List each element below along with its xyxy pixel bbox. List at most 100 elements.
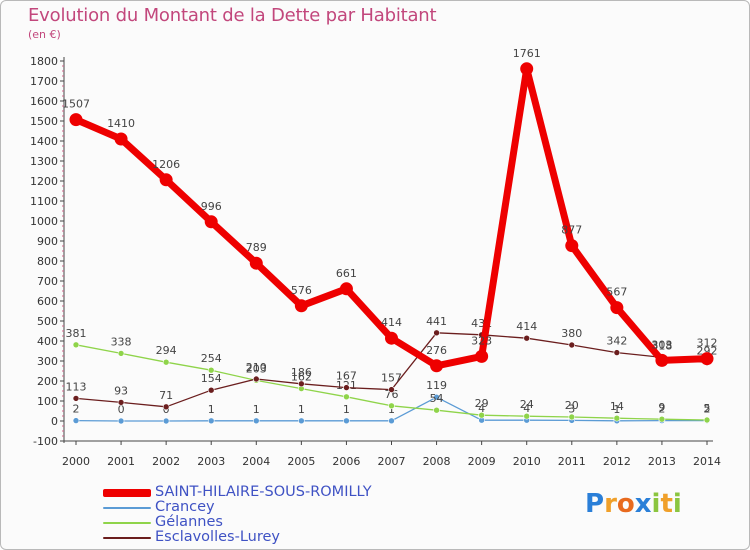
data-point-saint-hilaire	[69, 113, 83, 127]
y-tick-label: 1500	[30, 115, 58, 128]
data-label-saint-hilaire: 877	[561, 224, 582, 237]
x-tick-label: 2000	[62, 455, 90, 468]
data-label-saint-hilaire: 276	[426, 344, 447, 357]
y-tick-label: 1000	[30, 215, 58, 228]
data-label-gelannes: 203	[246, 362, 267, 375]
data-point-saint-hilaire	[339, 282, 353, 296]
data-point-gelannes	[72, 341, 80, 349]
x-tick-label: 2013	[648, 455, 676, 468]
data-point-esclavolles	[252, 375, 260, 383]
legend-swatch-esclavolles	[103, 537, 151, 539]
data-point-crancey	[298, 417, 305, 425]
x-tick-label: 2006	[332, 455, 360, 468]
data-point-saint-hilaire	[294, 299, 308, 313]
data-point-saint-hilaire	[159, 173, 173, 187]
data-label-esclavolles: 93	[114, 384, 128, 397]
x-tick-label: 2014	[693, 455, 721, 468]
x-tick-label: 2001	[107, 455, 135, 468]
data-label-gelannes: 338	[111, 335, 132, 348]
data-label-gelannes: 14	[610, 400, 624, 413]
data-point-crancey	[72, 417, 80, 424]
data-point-gelannes	[658, 415, 666, 423]
legend-item-saint-hilaire: SAINT-HILAIRE-SOUS-ROMILLY	[99, 484, 372, 500]
data-point-saint-hilaire	[204, 215, 218, 229]
data-label-crancey: 2	[704, 403, 711, 416]
data-point-crancey	[433, 393, 440, 401]
y-tick-label: 200	[37, 375, 58, 388]
data-label-saint-hilaire: 312	[697, 337, 718, 350]
data-point-gelannes	[388, 402, 395, 410]
legend-label-esclavolles: Esclavolles-Lurey	[155, 529, 280, 545]
data-label-crancey: 4	[523, 402, 530, 415]
data-point-gelannes	[703, 416, 711, 424]
x-tick-label: 2007	[378, 455, 406, 468]
data-label-saint-hilaire: 414	[381, 316, 402, 329]
legend-label-saint-hilaire: SAINT-HILAIRE-SOUS-ROMILLY	[155, 484, 372, 500]
data-label-gelannes: 254	[201, 352, 222, 365]
legend-item-esclavolles: Esclavolles-Lurey	[99, 529, 359, 545]
data-label-esclavolles: 71	[159, 389, 173, 402]
y-tick-label: 1300	[30, 155, 58, 168]
data-point-esclavolles	[433, 329, 440, 337]
x-tick-label: 2010	[513, 455, 541, 468]
x-tick-label: 2008	[423, 455, 451, 468]
x-tick-label: 2002	[152, 455, 180, 468]
data-label-crancey: 1	[298, 403, 305, 416]
data-label-esclavolles: 186	[291, 366, 312, 379]
y-tick-label: -100	[33, 435, 58, 448]
x-tick-label: 2003	[197, 455, 225, 468]
data-point-esclavolles	[72, 395, 80, 402]
data-label-gelannes: 294	[156, 344, 177, 357]
data-point-gelannes	[613, 414, 621, 422]
data-point-crancey	[388, 417, 395, 425]
data-point-saint-hilaire	[565, 239, 579, 253]
y-tick-label: 500	[37, 315, 58, 328]
x-tick-label: 2011	[558, 455, 586, 468]
chart-subtitle: (en €)	[28, 28, 61, 41]
data-label-saint-hilaire: 303	[651, 338, 672, 351]
data-point-crancey	[343, 417, 350, 425]
x-tick-label: 2009	[468, 455, 496, 468]
y-tick-label: 900	[37, 235, 58, 248]
data-label-saint-hilaire: 661	[336, 267, 357, 280]
data-label-esclavolles: 292	[697, 345, 718, 358]
data-label-esclavolles: 414	[516, 320, 537, 333]
data-label-crancey: 4	[478, 402, 485, 415]
legend-swatch-gelannes	[103, 522, 151, 524]
data-label-crancey: 3	[568, 402, 575, 415]
data-label-crancey: 1	[343, 403, 350, 416]
data-point-saint-hilaire	[430, 359, 444, 373]
data-label-saint-hilaire: 323	[471, 334, 492, 347]
y-tick-label: 400	[37, 335, 58, 348]
data-point-saint-hilaire	[520, 62, 534, 76]
data-label-crancey: 2	[658, 403, 665, 416]
legend-item-gelannes: Gélannes	[99, 514, 359, 530]
data-label-esclavolles: 113	[66, 380, 87, 393]
data-point-esclavolles	[343, 384, 350, 391]
data-point-crancey	[207, 417, 215, 425]
data-label-esclavolles: 157	[381, 372, 402, 385]
data-point-saint-hilaire	[385, 331, 398, 345]
chart-title: Evolution du Montant de la Dette par Hab…	[28, 5, 437, 26]
data-label-saint-hilaire: 1761	[513, 47, 541, 60]
data-label-esclavolles: 342	[606, 335, 627, 348]
data-point-esclavolles	[162, 403, 170, 411]
data-label-crancey: 1	[208, 403, 215, 416]
data-label-gelannes: 24	[520, 398, 534, 411]
data-label-saint-hilaire: 567	[606, 286, 627, 299]
data-label-crancey: 0	[118, 403, 125, 416]
data-label-esclavolles: 380	[561, 327, 582, 340]
data-label-gelannes: 76	[385, 388, 399, 401]
data-point-esclavolles	[207, 386, 215, 394]
data-point-saint-hilaire	[610, 301, 624, 315]
legend-label-crancey: Crancey	[155, 499, 215, 515]
data-label-crancey: 1	[613, 403, 620, 416]
data-label-esclavolles: 167	[336, 370, 357, 383]
data-label-esclavolles: 154	[201, 372, 222, 385]
data-point-gelannes	[433, 406, 440, 414]
data-label-gelannes: 20	[565, 399, 579, 412]
data-label-saint-hilaire: 1507	[62, 98, 90, 111]
data-label-crancey: 1	[388, 403, 395, 416]
